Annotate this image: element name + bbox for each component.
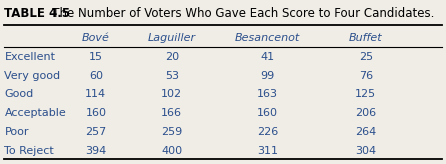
- Text: 259: 259: [161, 127, 182, 137]
- Text: Very good: Very good: [4, 71, 61, 81]
- Text: Laguiller: Laguiller: [148, 33, 196, 43]
- Text: Good: Good: [4, 90, 34, 100]
- Text: 394: 394: [85, 146, 107, 156]
- Text: 166: 166: [161, 108, 182, 118]
- Text: Poor: Poor: [4, 127, 29, 137]
- Text: 206: 206: [355, 108, 376, 118]
- Text: 163: 163: [257, 90, 278, 100]
- Text: 102: 102: [161, 90, 182, 100]
- Text: To Reject: To Reject: [4, 146, 54, 156]
- Text: 41: 41: [260, 52, 275, 62]
- Text: 311: 311: [257, 146, 278, 156]
- Text: 114: 114: [85, 90, 107, 100]
- Text: 76: 76: [359, 71, 373, 81]
- Text: 20: 20: [165, 52, 179, 62]
- Text: Acceptable: Acceptable: [4, 108, 66, 118]
- Text: 125: 125: [355, 90, 376, 100]
- Text: 257: 257: [85, 127, 107, 137]
- Text: Bové: Bové: [82, 33, 110, 43]
- Text: 60: 60: [89, 71, 103, 81]
- Text: Buffet: Buffet: [349, 33, 383, 43]
- Text: TABLE 4.5: TABLE 4.5: [4, 7, 70, 20]
- Text: 53: 53: [165, 71, 179, 81]
- Text: 15: 15: [89, 52, 103, 62]
- Text: 25: 25: [359, 52, 373, 62]
- Text: 160: 160: [257, 108, 278, 118]
- Text: Excellent: Excellent: [4, 52, 55, 62]
- Text: 400: 400: [161, 146, 182, 156]
- Text: 99: 99: [260, 71, 275, 81]
- Text: 304: 304: [355, 146, 376, 156]
- Text: The Number of Voters Who Gave Each Score to Four Candidates.: The Number of Voters Who Gave Each Score…: [41, 7, 435, 20]
- Text: 160: 160: [85, 108, 107, 118]
- Text: Besancenot: Besancenot: [235, 33, 300, 43]
- Text: 264: 264: [355, 127, 376, 137]
- Text: 226: 226: [257, 127, 278, 137]
